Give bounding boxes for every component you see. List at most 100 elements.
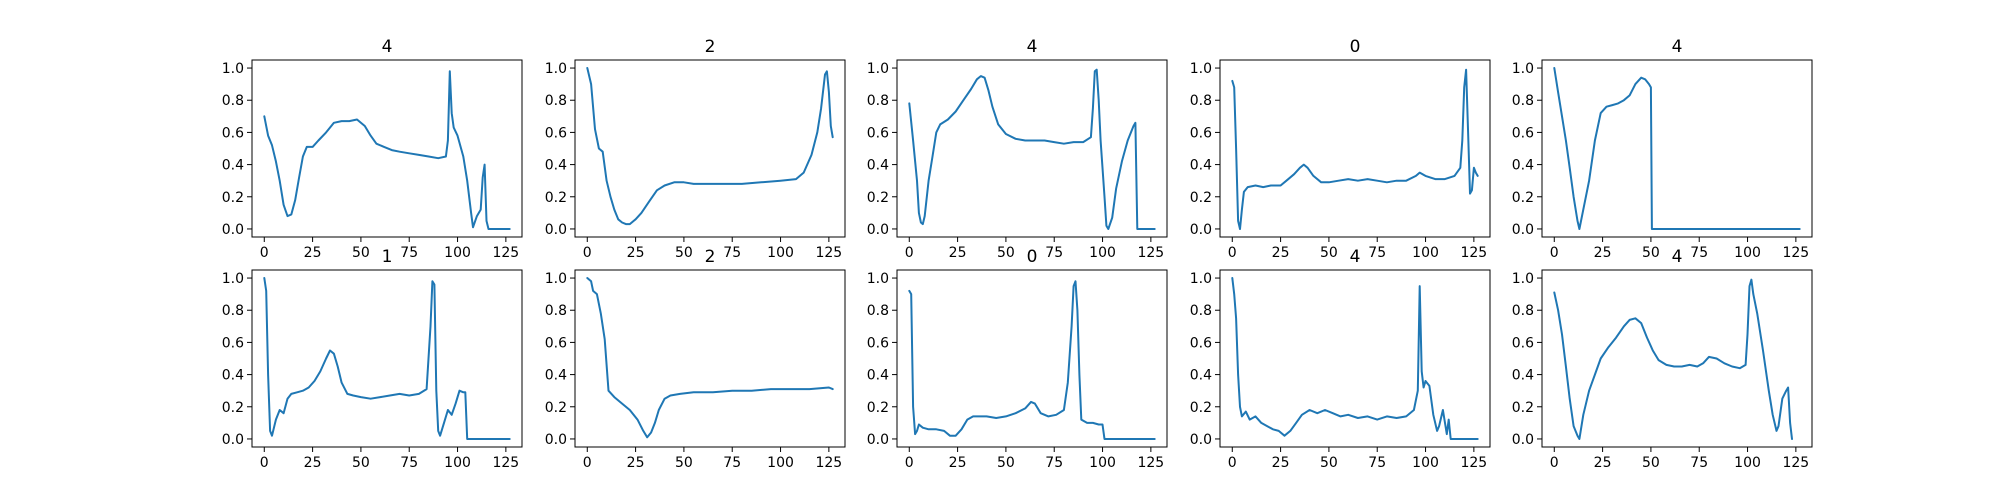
x-tick-label: 100	[444, 455, 471, 471]
y-tick-label: 0.8	[222, 303, 244, 319]
y-tick-label: 0.4	[1512, 158, 1534, 174]
x-tick-label: 100	[1734, 455, 1761, 471]
x-tick-label: 75	[723, 245, 741, 261]
x-tick-label: 100	[767, 245, 794, 261]
y-tick-label: 0.2	[222, 190, 244, 206]
x-tick-label: 75	[400, 245, 418, 261]
y-tick-label: 0.6	[867, 335, 889, 351]
chart-panel-2: 4 0 25 50 75 100 125 0.0 0.2 0.4 0.6 0.8 1.0	[867, 37, 1168, 261]
x-tick-label: 25	[304, 245, 322, 261]
panel-title: 2	[705, 247, 716, 267]
y-tick-label: 0.4	[545, 158, 567, 174]
y-tick-label: 0.0	[1512, 432, 1534, 448]
y-tick-label: 0.6	[1190, 335, 1212, 351]
x-tick-label: 0	[1550, 455, 1559, 471]
x-tick-label: 100	[1412, 455, 1439, 471]
y-tick-label: 1.0	[867, 271, 889, 287]
panel-title: 4	[382, 37, 393, 57]
x-tick-label: 25	[304, 455, 322, 471]
x-tick-label: 100	[1089, 455, 1116, 471]
y-tick-label: 0.6	[222, 125, 244, 141]
x-tick-label: 100	[767, 455, 794, 471]
y-tick-label: 0.6	[545, 125, 567, 141]
y-tick-label: 0.2	[1512, 190, 1534, 206]
x-tick-label: 50	[997, 455, 1015, 471]
chart-panel-9: 4 0 25 50 75 100 125 0.0 0.2 0.4 0.6 0.8 1.0	[1512, 247, 1813, 471]
panel-title: 0	[1027, 247, 1038, 267]
y-tick-label: 0.6	[1512, 335, 1534, 351]
y-tick-label: 1.0	[1512, 271, 1534, 287]
axes-frame	[574, 269, 846, 448]
x-tick-label: 25	[627, 455, 645, 471]
x-tick-label: 125	[1137, 455, 1164, 471]
y-tick-label: 1.0	[222, 61, 244, 77]
y-tick-label: 0.4	[222, 368, 244, 384]
chart-panel-3: 0 0 25 50 75 100 125 0.0 0.2 0.4 0.6 0.8 1.0	[1190, 37, 1491, 261]
y-tick-label: 0.0	[1190, 432, 1212, 448]
y-tick-label: 0.4	[1190, 368, 1212, 384]
y-tick-label: 0.0	[1512, 222, 1534, 238]
x-tick-label: 0	[1550, 245, 1559, 261]
y-tick-label: 0.6	[1190, 125, 1212, 141]
series-line-0	[586, 67, 834, 226]
x-tick-label: 125	[815, 455, 842, 471]
y-tick-label: 0.0	[222, 222, 244, 238]
y-tick-label: 0.0	[867, 222, 889, 238]
y-tick-label: 0.8	[1190, 93, 1212, 109]
axes-frame	[251, 59, 523, 238]
y-tick-label: 0.6	[867, 125, 889, 141]
chart-panel-5: 1 0 25 50 75 100 125 0.0 0.2 0.4 0.6 0.8 1.0	[222, 247, 523, 471]
x-tick-label: 75	[1690, 455, 1708, 471]
y-tick-label: 1.0	[545, 271, 567, 287]
x-tick-label: 0	[905, 245, 914, 261]
x-tick-label: 25	[949, 455, 967, 471]
x-tick-label: 50	[675, 245, 693, 261]
y-tick-label: 0.2	[545, 190, 567, 206]
x-tick-label: 100	[1734, 245, 1761, 261]
x-tick-label: 125	[1460, 455, 1487, 471]
axes-frame	[896, 269, 1168, 448]
y-tick-label: 0.4	[867, 368, 889, 384]
series-line-0	[586, 277, 834, 439]
x-tick-label: 50	[352, 245, 370, 261]
series-line-0	[1553, 278, 1793, 440]
x-tick-label: 75	[1045, 245, 1063, 261]
x-tick-label: 0	[260, 245, 269, 261]
y-tick-label: 1.0	[222, 271, 244, 287]
chart-panel-8: 4 0 25 50 75 100 125 0.0 0.2 0.4 0.6 0.8 1.0	[1190, 247, 1491, 471]
chart-panel-6: 2 0 25 50 75 100 125 0.0 0.2 0.4 0.6 0.8 1.0	[545, 247, 846, 471]
y-tick-label: 0.8	[545, 303, 567, 319]
series-line-0	[1231, 277, 1479, 440]
x-tick-label: 125	[1782, 245, 1809, 261]
x-tick-label: 25	[627, 245, 645, 261]
series-line-0	[263, 277, 511, 440]
y-tick-label: 0.4	[222, 158, 244, 174]
series-line-0	[908, 280, 1156, 440]
x-tick-label: 25	[949, 245, 967, 261]
x-tick-label: 25	[1272, 245, 1290, 261]
x-tick-label: 125	[1137, 245, 1164, 261]
y-tick-label: 0.8	[545, 93, 567, 109]
y-tick-label: 0.4	[1512, 368, 1534, 384]
chart-panel-0: 4 0 25 50 75 100 125 0.0 0.2 0.4 0.6 0.8 1.0	[222, 37, 523, 261]
y-tick-label: 0.2	[545, 400, 567, 416]
x-tick-label: 0	[260, 455, 269, 471]
x-tick-label: 25	[1272, 455, 1290, 471]
x-tick-label: 50	[1642, 245, 1660, 261]
series-line-0	[908, 68, 1156, 230]
axes-frame	[1219, 269, 1491, 448]
y-tick-label: 0.8	[222, 93, 244, 109]
x-tick-label: 125	[492, 245, 519, 261]
x-tick-label: 75	[1690, 245, 1708, 261]
y-tick-label: 1.0	[867, 61, 889, 77]
y-tick-label: 0.2	[222, 400, 244, 416]
y-tick-label: 0.4	[545, 368, 567, 384]
x-tick-label: 50	[1642, 455, 1660, 471]
x-tick-label: 125	[815, 245, 842, 261]
y-tick-label: 0.0	[545, 432, 567, 448]
x-tick-label: 0	[1228, 245, 1237, 261]
x-tick-label: 50	[675, 455, 693, 471]
y-tick-label: 0.0	[222, 432, 244, 448]
y-tick-label: 0.2	[867, 190, 889, 206]
